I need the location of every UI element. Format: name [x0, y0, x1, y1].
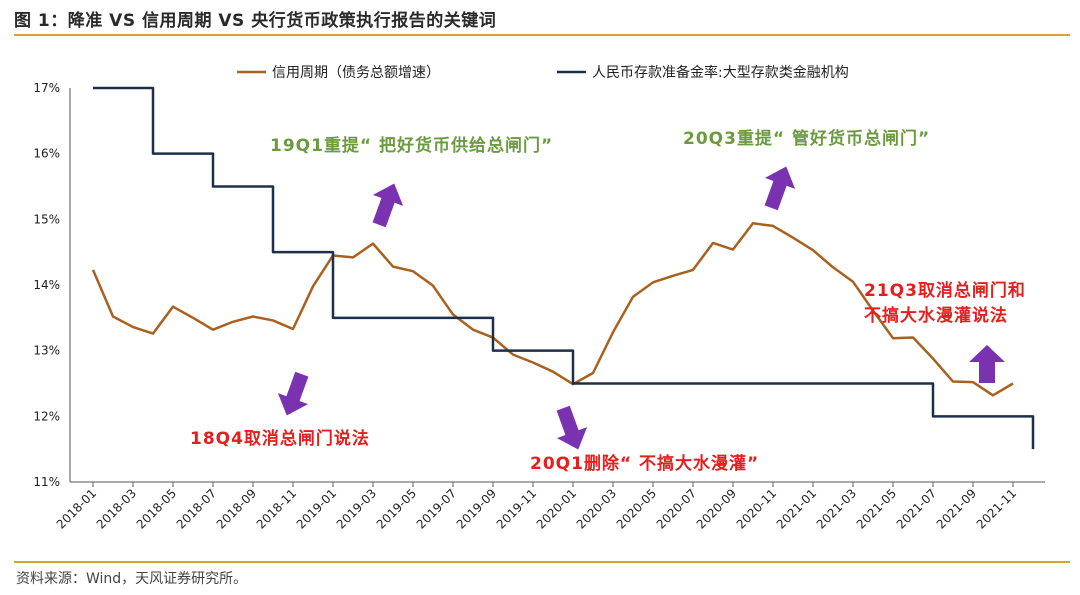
- x-tick-label: 2018-09: [214, 486, 259, 531]
- x-axis: 2018-012018-032018-052018-072018-092018-…: [54, 481, 1045, 532]
- y-tick-label: 15%: [33, 212, 60, 226]
- y-tick-label: 11%: [33, 475, 60, 489]
- x-tick-label: 2020-11: [734, 486, 779, 531]
- y-tick-label: 16%: [33, 147, 60, 161]
- x-tick-label: 2018-07: [174, 486, 219, 531]
- top-rule: [14, 34, 1070, 36]
- x-tick-label: 2020-01: [534, 486, 579, 531]
- y-tick-label: 17%: [33, 81, 60, 95]
- x-tick-label: 2019-05: [374, 486, 419, 531]
- arrow-down-icon-18q4: [277, 371, 309, 416]
- arrow-shape-20q3: [764, 166, 796, 211]
- x-tick-label: 2019-01: [294, 486, 339, 531]
- x-tick-label: 2020-03: [574, 486, 619, 531]
- x-tick-label: 2021-09: [934, 486, 979, 531]
- arrow-shape-21q3: [969, 345, 1005, 383]
- x-tick-label: 2019-03: [334, 486, 379, 531]
- x-tick-label: 2021-03: [814, 486, 859, 531]
- arrow-shape-19q1: [372, 183, 404, 228]
- bottom-rule: [14, 561, 1070, 563]
- legend-label-rrr: 人民币存款准备金率:大型存款类金融机构: [592, 64, 849, 81]
- x-tick-label: 2019-07: [414, 486, 459, 531]
- x-tick-label: 2018-03: [94, 486, 139, 531]
- x-tick-label: 2019-09: [454, 486, 499, 531]
- y-tick-label: 12%: [33, 409, 60, 423]
- legend: 信用周期（债务总额增速） 人民币存款准备金率:大型存款类金融机构: [237, 64, 849, 81]
- arrow-shape-20q1: [556, 405, 588, 450]
- source-note: 资料来源：Wind，天风证券研究所。: [16, 571, 248, 587]
- legend-label-credit: 信用周期（债务总额增速）: [272, 65, 440, 81]
- x-tick-label: 2018-05: [134, 486, 179, 531]
- series-line-credit-cycle: [91, 222, 1014, 397]
- annotation-18q4: 18Q4取消总闸门说法: [190, 428, 370, 449]
- x-tick-label: 2018-11: [254, 486, 299, 531]
- annotation-20q1: 20Q1删除“ 不搞大水漫灌”: [530, 453, 759, 474]
- arrow-up-icon-20q3: [764, 166, 796, 211]
- annotation-19q1: 19Q1重提“ 把好货币供给总闸门”: [270, 135, 553, 156]
- x-tick-label: 2021-05: [854, 486, 899, 531]
- arrow-shape-18q4: [277, 371, 309, 416]
- annotation-20q3: 20Q3重提“ 管好货币总闸门”: [683, 128, 930, 149]
- x-tick-label: 2019-11: [494, 486, 539, 531]
- x-tick-label: 2020-05: [614, 486, 659, 531]
- arrow-down-icon-20q1: [556, 405, 588, 450]
- x-tick-label: 2020-09: [694, 486, 739, 531]
- annotation-21q3-line1: 21Q3取消总闸门和: [864, 280, 1026, 301]
- x-tick-label: 2020-07: [654, 486, 699, 531]
- y-axis: 17% 16% 15% 14% 13% 12% 11%: [33, 81, 71, 489]
- x-tick-label: 2021-11: [974, 486, 1019, 531]
- y-tick-label: 14%: [33, 278, 60, 292]
- arrow-up-icon-21q3: [969, 345, 1005, 383]
- x-tick-label: 2018-01: [54, 486, 99, 531]
- arrow-up-icon-19q1: [372, 183, 404, 228]
- figure-title: 图 1：降准 VS 信用周期 VS 央行货币政策执行报告的关键词: [14, 11, 497, 31]
- x-tick-label: 2021-07: [894, 486, 939, 531]
- y-tick-label: 13%: [33, 344, 60, 358]
- annotation-21q3-line2: 不搞大水漫灌说法: [864, 305, 1008, 326]
- x-tick-label: 2021-01: [774, 486, 819, 531]
- series-line-rrr: [93, 86, 1035, 450]
